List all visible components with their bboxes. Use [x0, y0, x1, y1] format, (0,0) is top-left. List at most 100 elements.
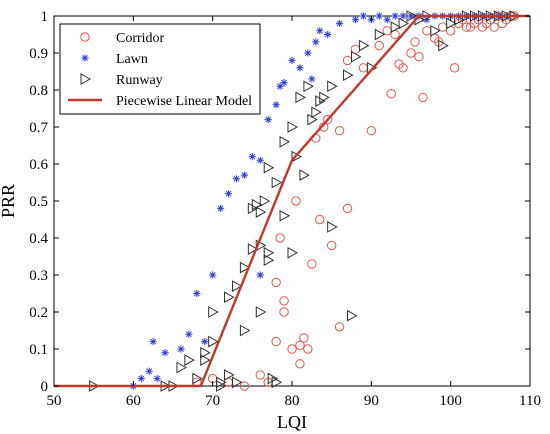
legend-label: Corridor	[116, 31, 165, 46]
data-point	[232, 175, 241, 183]
data-point	[279, 209, 291, 222]
legend-marker-swatch	[81, 54, 89, 62]
data-point	[342, 203, 353, 214]
x-tick-label: 110	[519, 393, 541, 409]
data-point	[295, 359, 305, 369]
data-point	[185, 330, 193, 338]
y-tick-label: 0.2	[29, 305, 48, 321]
data-point	[406, 48, 416, 58]
data-point	[315, 214, 325, 225]
x-tick-label: 100	[439, 393, 462, 409]
data-point	[193, 289, 201, 298]
data-point	[343, 69, 354, 82]
data-point	[303, 344, 313, 354]
data-point	[264, 116, 272, 124]
data-point	[153, 375, 161, 383]
series-piecewise-linear-model	[54, 14, 530, 388]
y-tick-label: 0.5	[29, 194, 48, 210]
data-point	[311, 106, 322, 119]
data-point	[399, 12, 407, 20]
data-point	[279, 307, 289, 317]
data-point	[449, 63, 460, 73]
data-point	[240, 171, 248, 179]
data-point	[263, 246, 275, 259]
data-point	[319, 91, 330, 104]
legend-label: Piecewise Linear Model	[116, 94, 252, 109]
y-tick-label: 0.4	[29, 231, 48, 247]
data-point	[271, 176, 283, 189]
data-point	[422, 26, 432, 36]
data-point	[287, 344, 297, 354]
data-point	[366, 126, 377, 136]
data-point	[287, 246, 299, 259]
x-tick-label: 80	[285, 393, 300, 409]
data-point	[307, 113, 318, 126]
data-point	[209, 271, 217, 279]
data-point	[307, 259, 317, 269]
data-point	[299, 169, 310, 181]
legend-marker-swatch	[80, 73, 92, 85]
data-point	[350, 50, 362, 63]
data-point	[224, 291, 235, 304]
y-tick-label: 1	[41, 9, 49, 25]
data-point	[263, 161, 275, 174]
x-tick-label: 50	[47, 393, 62, 409]
data-point	[410, 37, 420, 47]
data-point	[201, 338, 209, 346]
data-point	[224, 190, 233, 198]
data-point	[383, 16, 391, 24]
data-point	[280, 79, 288, 87]
data-point	[291, 196, 301, 206]
data-point	[299, 333, 309, 343]
data-point	[276, 82, 284, 90]
x-tick-label: 70	[205, 393, 220, 409]
legend-item: Runway	[80, 73, 163, 88]
x-axis-label: LQI	[277, 412, 307, 432]
data-point	[248, 153, 256, 161]
series-layer	[54, 10, 530, 392]
data-point	[256, 156, 264, 164]
data-point	[359, 12, 367, 20]
data-point	[247, 243, 259, 255]
data-point	[323, 114, 333, 125]
data-point	[231, 376, 243, 389]
data-point	[316, 27, 324, 35]
data-point	[423, 16, 431, 24]
data-point	[192, 372, 203, 385]
data-point	[263, 254, 275, 267]
y-tick-label: 0.3	[29, 268, 48, 284]
data-point	[296, 64, 304, 72]
data-point	[256, 271, 264, 279]
data-point	[184, 354, 195, 366]
data-point	[414, 52, 424, 62]
data-point	[255, 206, 267, 218]
data-point	[271, 376, 283, 389]
data-point	[137, 375, 145, 383]
data-point	[438, 39, 449, 52]
data-point	[272, 101, 280, 109]
data-point	[177, 345, 185, 353]
legend-item: Corridor	[80, 31, 165, 46]
x-tick-label: 90	[364, 393, 379, 409]
data-point	[334, 126, 345, 136]
data-point	[271, 336, 281, 347]
data-point	[315, 95, 326, 107]
data-point	[327, 221, 338, 233]
y-tick-label: 0.6	[29, 157, 48, 173]
data-point	[295, 91, 306, 104]
y-tick-label: 0.7	[29, 120, 48, 136]
data-point	[224, 369, 235, 381]
data-point	[267, 372, 279, 385]
data-point	[347, 309, 358, 322]
data-point	[407, 12, 415, 20]
data-point	[176, 361, 187, 374]
data-point	[326, 240, 337, 251]
data-point	[279, 135, 291, 148]
data-point	[271, 277, 281, 288]
tick-layer: 50 60 70 80 90 100 110 0 0.1 0.2 0.3 0.4 0.5 0.6 0.7 0.…	[29, 9, 541, 409]
data-point	[161, 349, 169, 357]
data-point	[391, 12, 399, 20]
data-point	[358, 63, 369, 73]
x-tick-label: 60	[126, 393, 141, 409]
